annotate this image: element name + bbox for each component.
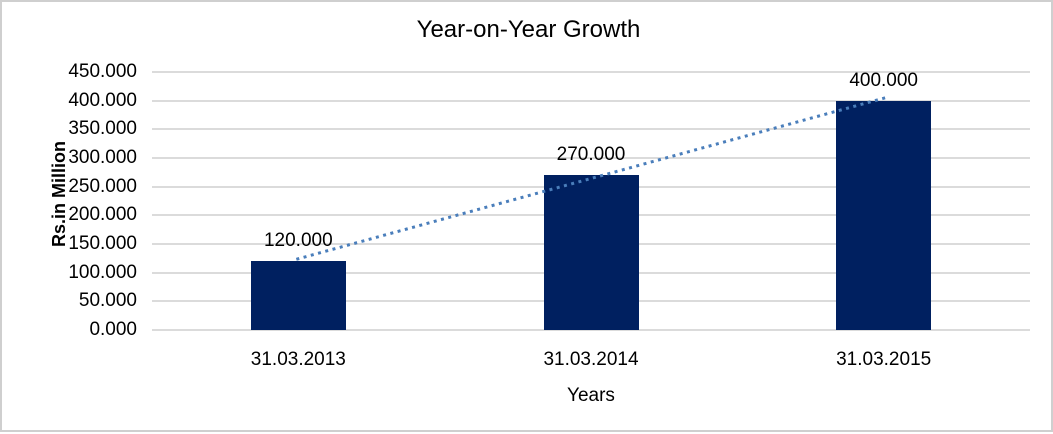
y-tick-label: 50.000: [78, 290, 137, 312]
y-tick-label: 450.000: [68, 61, 137, 82]
bar-value-label: 400.000: [849, 69, 918, 91]
gridline: [152, 128, 1030, 131]
x-tick-label: 31.03.2015: [836, 349, 932, 370]
gridline: [152, 99, 1030, 102]
bar: [250, 261, 346, 330]
x-axis-title: Years: [567, 385, 615, 406]
y-tick-label: 250.000: [68, 175, 137, 197]
bar: [543, 175, 639, 330]
y-tick-label: 350.000: [68, 118, 137, 140]
gridline: [152, 157, 1030, 159]
bar-value-label: 270.000: [556, 144, 626, 166]
x-tick-label: 31.03.2014: [543, 349, 639, 370]
bar: [836, 100, 932, 330]
y-tick-label: 100.000: [68, 261, 137, 283]
y-tick-label: 300.000: [68, 147, 137, 168]
gridline: [152, 329, 1030, 331]
chart-title: Year-on-Year Growth: [416, 16, 641, 43]
y-tick-label: 0.000: [89, 319, 137, 340]
x-tick-label: 31.03.2013: [250, 349, 346, 370]
bar-value-label: 120.000: [263, 230, 333, 252]
y-tick-label: 150.000: [68, 233, 137, 254]
y-tick-label: 400.000: [68, 89, 137, 111]
gridline: [152, 71, 1030, 73]
trendline-line: [295, 95, 889, 261]
y-tick-label: 200.000: [68, 204, 137, 226]
